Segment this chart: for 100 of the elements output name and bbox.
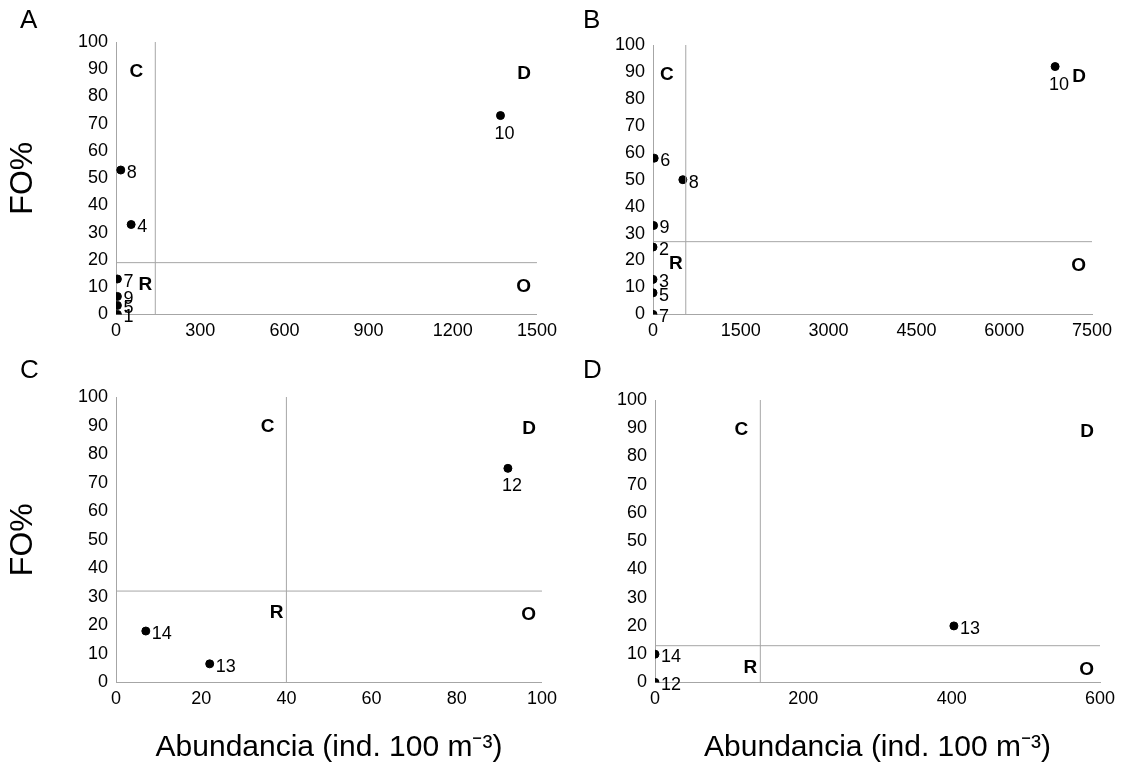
y-tick-label: 10 — [87, 276, 108, 297]
y-tick-label: 60 — [626, 501, 647, 522]
y-tick-label: 20 — [626, 614, 647, 635]
y-tick-label: 30 — [624, 222, 645, 243]
annotation: 9 — [659, 217, 670, 238]
x-tick-label: 100 — [526, 688, 558, 709]
annotation: C — [129, 60, 144, 82]
y-tick-label: 20 — [87, 248, 108, 269]
y-tick-label: 10 — [624, 276, 645, 297]
y-tick-label: 20 — [87, 614, 108, 635]
x-tick-label: 200 — [788, 688, 819, 709]
chart-title: A — [20, 4, 38, 35]
x-tick-label: 0 — [110, 320, 122, 341]
y-tick-label: 80 — [624, 87, 645, 108]
chart-title: D — [583, 354, 602, 385]
x-tick-label: 4500 — [896, 320, 937, 341]
y-tick-label: 50 — [626, 530, 647, 551]
point — [503, 463, 513, 473]
y-tick-label: 100 — [614, 33, 645, 54]
y-tick-label: 70 — [624, 114, 645, 135]
annotation: 12 — [501, 475, 522, 496]
y-tick-label: 90 — [624, 60, 645, 81]
y-tick-label: 0 — [97, 303, 108, 324]
annotation: O — [516, 274, 531, 296]
annotation: D — [517, 62, 531, 84]
x-tick-label: 600 — [1084, 688, 1116, 709]
y-tick-label: 10 — [626, 643, 647, 664]
x-tick-label: 40 — [276, 688, 297, 709]
y-tick-label: 0 — [97, 671, 108, 692]
y-tick-label: 60 — [87, 139, 108, 160]
x-tick-label: 900 — [353, 320, 384, 341]
x-tick-label: 80 — [446, 688, 467, 709]
point — [205, 659, 215, 669]
annotation: O — [1079, 657, 1094, 679]
annotation: 7 — [659, 306, 670, 327]
y-tick-label: 90 — [87, 58, 108, 79]
y-tick-label: 10 — [87, 642, 108, 663]
annotation: 13 — [215, 655, 236, 676]
annotation: C — [260, 415, 275, 437]
y-tick-label: 100 — [77, 385, 108, 406]
annotation: 7 — [123, 270, 134, 291]
annotation: D — [522, 417, 536, 439]
annotation: 12 — [661, 674, 682, 695]
y-tick-label: 0 — [634, 303, 645, 324]
x-tick-label: 1500 — [720, 320, 761, 341]
annotation: 8 — [126, 162, 137, 182]
y-tick-label: 30 — [87, 221, 108, 242]
y-tick-label: 100 — [77, 30, 108, 51]
y-tick-label: 30 — [87, 585, 108, 606]
y-axis-title: FO% — [3, 141, 40, 215]
x-tick-label: 6000 — [984, 320, 1025, 341]
annotation: 8 — [688, 171, 699, 192]
annotation: 10 — [494, 122, 515, 143]
chart-title: B — [583, 4, 601, 35]
y-tick-label: 50 — [87, 167, 108, 188]
x-tick-label: 7500 — [1071, 320, 1113, 341]
y-tick-label: 70 — [626, 473, 647, 494]
y-tick-label: 40 — [624, 195, 645, 216]
x-tick-label: 20 — [191, 688, 212, 709]
x-axis-title: Abundancia (ind. 100 m⁻³) — [155, 729, 503, 763]
y-tick-label: 100 — [616, 388, 647, 409]
annotation: 10 — [1049, 73, 1070, 94]
annotation: C — [660, 63, 675, 85]
annotation: O — [1071, 253, 1086, 275]
y-tick-label: 60 — [624, 141, 645, 162]
x-tick-label: 400 — [936, 688, 967, 709]
x-axis-title: Abundancia (ind. 100 m⁻³) — [704, 729, 1051, 763]
y-tick-label: 0 — [636, 671, 647, 692]
annotation: D — [1080, 420, 1094, 442]
annotation: 13 — [959, 617, 980, 638]
y-tick-label: 80 — [87, 85, 108, 106]
y-tick-label: 40 — [87, 194, 108, 215]
annotation: O — [521, 603, 536, 625]
y-tick-label: 80 — [626, 445, 647, 466]
y-axis-title: FO% — [3, 503, 40, 577]
x-tick-label: 0 — [649, 688, 661, 709]
annotation: C — [734, 418, 749, 440]
annotation: 14 — [151, 623, 172, 643]
annotation: 4 — [137, 216, 148, 237]
annotation: R — [669, 251, 684, 273]
annotation: R — [743, 655, 758, 677]
y-tick-label: 50 — [87, 528, 108, 549]
chart-title: C — [20, 354, 39, 385]
annotation: D — [1072, 65, 1086, 87]
x-tick-label: 600 — [269, 320, 300, 341]
x-tick-label: 300 — [185, 320, 216, 341]
y-tick-label: 70 — [87, 112, 108, 133]
y-tick-label: 70 — [87, 471, 108, 492]
x-tick-label: 3000 — [808, 320, 849, 341]
annotation: R — [269, 601, 284, 623]
y-tick-label: 90 — [626, 417, 647, 438]
x-tick-label: 1500 — [516, 320, 557, 341]
x-tick-label: 60 — [361, 688, 382, 709]
annotation: 14 — [661, 646, 682, 667]
y-tick-label: 40 — [626, 558, 647, 579]
y-tick-label: 40 — [87, 557, 108, 578]
y-tick-label: 50 — [624, 168, 645, 189]
y-tick-label: 30 — [626, 586, 647, 607]
y-tick-label: 60 — [87, 500, 108, 521]
point — [141, 626, 151, 636]
